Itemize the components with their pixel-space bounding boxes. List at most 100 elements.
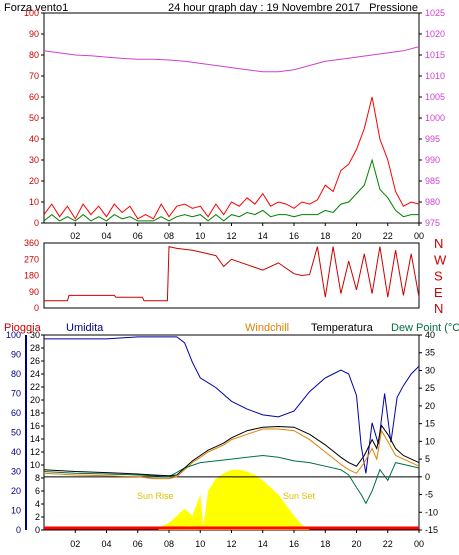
wind-speed-tick-label: 30: [29, 155, 39, 165]
humidity-tick-label: 70: [11, 389, 21, 399]
humidity-line: [44, 336, 420, 474]
windchill-line: [43, 428, 420, 480]
temperature-tick-label: 35: [425, 348, 435, 358]
humidity-tick-label: 40: [11, 447, 21, 457]
rain-tick-label: 26: [30, 356, 40, 366]
x-tick-label: 18: [320, 231, 330, 241]
rain-tick-label: 16: [30, 421, 40, 431]
sunset-label: Sun Set: [283, 491, 316, 501]
wind-speed-tick-label: 80: [29, 50, 39, 60]
humidity-tick-label: 0: [16, 525, 21, 535]
wind-direction-frame: [43, 242, 420, 309]
direction-degree-tick-label: 270: [24, 254, 39, 264]
chart-title: 24 hour graph day : 19 Novembre 2017: [168, 2, 360, 14]
temperature-tick-label: 40: [425, 330, 435, 340]
wind-pressure-x-tick-labels: 02 04 06 08 10 12 14 16 18 20 22 00: [70, 223, 424, 241]
x-tick-label: 04: [101, 231, 111, 241]
x-tick-label: 10: [195, 539, 205, 549]
windchill-legend: Windchill: [245, 322, 289, 334]
temperature-tick-label: 0: [425, 472, 430, 482]
compass-tick-label: W: [434, 252, 447, 267]
temperature-tick-label: 10: [425, 436, 435, 446]
x-tick-label: 02: [70, 231, 80, 241]
x-tick-label: 00: [414, 539, 424, 549]
pressure-tick-label: 1005: [425, 92, 445, 102]
temperature-tick-labels: -15 -10 -5 0 5 10 15 20 25 30 35 40: [419, 330, 438, 535]
humidity-tick-labels: 0 10 20 30 40 50 60 70 80 90 100: [6, 330, 27, 535]
x-tick-label: 20: [351, 539, 361, 549]
rain-tick-label: 6: [35, 486, 40, 496]
x-tick-label: 22: [383, 231, 393, 241]
x-tick-label: 16: [289, 539, 299, 549]
rain-tick-label: 2: [35, 512, 40, 522]
humidity-tick-label: 30: [11, 467, 21, 477]
wind-speed-tick-label: 50: [29, 113, 39, 123]
direction-degree-tick-label: 360: [24, 238, 39, 248]
compass-tick-label: N: [434, 236, 443, 251]
x-tick-label: 12: [226, 231, 236, 241]
humidity-tick-label: 50: [11, 428, 21, 438]
humidity-temperature-series: [43, 336, 420, 530]
temperature-tick-label: -5: [425, 490, 433, 500]
pressure-tick-label: 1020: [425, 29, 445, 39]
x-tick-label: 00: [414, 231, 424, 241]
rain-tick-label: 14: [30, 434, 40, 444]
dewpoint-legend: Dew Point (°C: [391, 322, 459, 334]
direction-degree-tick-labels: 0 90 180 270 360: [24, 238, 39, 313]
pressure-tick-label: 1015: [425, 50, 445, 60]
x-tick-label: 08: [164, 539, 174, 549]
x-tick-label: 22: [383, 539, 393, 549]
compass-tick-label: S: [434, 269, 443, 284]
temperature-tick-label: 25: [425, 383, 435, 393]
x-tick-label: 16: [289, 231, 299, 241]
rain-tick-label: 22: [30, 382, 40, 392]
pressure-tick-labels: 975 980 985 990 995 1000 1005 1010 1015 1020 1025: [419, 8, 445, 228]
wind-speed-tick-label: 60: [29, 92, 39, 102]
temperature-tick-label: 20: [425, 401, 435, 411]
x-tick-label: 14: [258, 231, 268, 241]
wind-pressure-frame: [43, 12, 420, 224]
x-tick-label: 02: [70, 539, 80, 549]
x-tick-label: 14: [258, 539, 268, 549]
wind-speed-tick-label: 10: [29, 197, 39, 207]
humidity-temperature-x-tick-labels: 02 04 06 08 10 12 14 16 18 20 22 00: [70, 530, 424, 549]
temperature-line: [43, 424, 420, 477]
wind-pressure-series: [43, 46, 420, 222]
humidity-tick-label: 100: [6, 330, 21, 340]
dewpoint-line: [43, 454, 420, 505]
wind-speed-tick-label: 20: [29, 176, 39, 186]
x-tick-label: 06: [133, 539, 143, 549]
temperature-tick-label: 30: [425, 365, 435, 375]
x-tick-label: 18: [320, 539, 330, 549]
temperature-tick-label: -10: [425, 507, 438, 517]
compass-tick-label: E: [434, 285, 443, 300]
humidity-tick-label: 80: [11, 369, 21, 379]
rain-tick-label: 30: [30, 330, 40, 340]
x-tick-label: 08: [164, 231, 174, 241]
humidity-axis-title: Umidita: [66, 322, 104, 334]
temperature-tick-label: 5: [425, 454, 430, 464]
pressure-tick-label: 1010: [425, 71, 445, 81]
humidity-tick-label: 20: [11, 486, 21, 496]
wind-direction-series: [44, 245, 420, 302]
direction-degree-tick-label: 0: [34, 303, 39, 313]
rain-axis-title: Pioggia: [4, 322, 42, 334]
compass-tick-label: N: [434, 301, 443, 316]
wind-speed-tick-label: 90: [29, 29, 39, 39]
wind-speed-tick-label: 40: [29, 134, 39, 144]
rain-tick-label: 24: [30, 369, 40, 379]
x-tick-label: 20: [351, 231, 361, 241]
temperature-tick-label: 15: [425, 419, 435, 429]
pressure-tick-label: 1000: [425, 113, 445, 123]
wind-speed-tick-label: 100: [24, 8, 39, 18]
humidity-tick-label: 60: [11, 408, 21, 418]
direction-degree-tick-label: 90: [29, 287, 39, 297]
rain-tick-label: 28: [30, 343, 40, 353]
pressure-tick-label: 1025: [425, 8, 445, 18]
x-tick-label: 04: [101, 539, 111, 549]
